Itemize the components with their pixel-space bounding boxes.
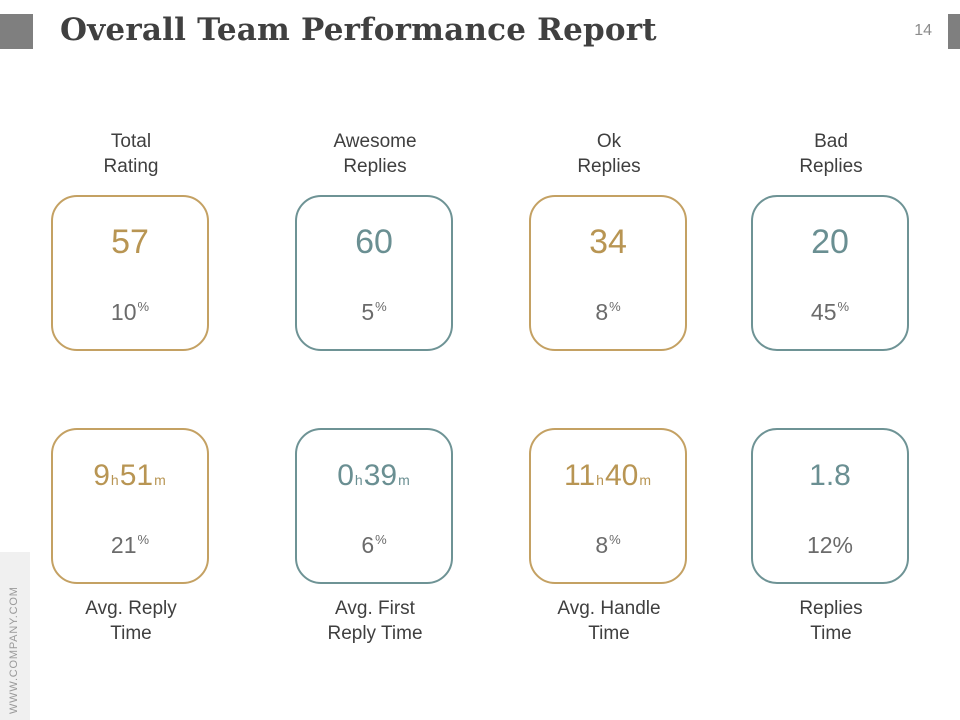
metric-percent: 10% (110, 299, 150, 325)
metric-value: 0h39m (337, 459, 410, 492)
label-awesome-replies: Awesome Replies (333, 131, 417, 177)
label-avg-first-reply-time: Avg. First Reply Time (327, 598, 423, 644)
metric-value: 57 (111, 223, 149, 261)
label-avg-handle-time: Avg. Handle Time (557, 598, 661, 644)
metric-percent: 45% (810, 299, 850, 325)
side-strip (0, 552, 30, 720)
page-title: Overall Team Performance Report (60, 12, 657, 48)
label-total-rating: Total Rating (103, 131, 159, 177)
label-bad-replies: Bad Replies (799, 131, 863, 177)
metric-percent: 5% (361, 299, 387, 325)
page-number: 14 (914, 22, 932, 39)
card-total-rating: 57 10% (51, 195, 209, 351)
label-avg-reply-time: Avg. Reply Time (85, 598, 177, 644)
card-replies-time: 1.8 12% (751, 428, 909, 584)
left-corner-bar (0, 14, 33, 49)
metric-value: 11h40m (564, 459, 651, 492)
website-watermark: WWW.COMPANY.COM (8, 586, 20, 714)
metric-percent: 21% (110, 532, 150, 558)
label-ok-replies: Ok Replies (577, 131, 641, 177)
card-avg-first-reply-time: 0h39m 6% (295, 428, 453, 584)
metric-percent: 12% (806, 532, 854, 558)
right-corner-bar (948, 14, 960, 49)
card-ok-replies: 34 8% (529, 195, 687, 351)
card-avg-handle-time: 11h40m 8% (529, 428, 687, 584)
label-replies-time: Replies Time (799, 598, 863, 644)
card-avg-reply-time: 9h51m 21% (51, 428, 209, 584)
metric-value: 34 (589, 223, 627, 261)
metric-value: 1.8 (809, 459, 851, 492)
metric-percent: 6% (361, 532, 387, 558)
metric-value: 60 (355, 223, 393, 261)
metric-value: 9h51m (93, 459, 166, 492)
card-bad-replies: 20 45% (751, 195, 909, 351)
metric-percent: 8% (595, 299, 621, 325)
card-awesome-replies: 60 5% (295, 195, 453, 351)
metric-value: 20 (811, 223, 849, 261)
metric-percent: 8% (595, 532, 621, 558)
